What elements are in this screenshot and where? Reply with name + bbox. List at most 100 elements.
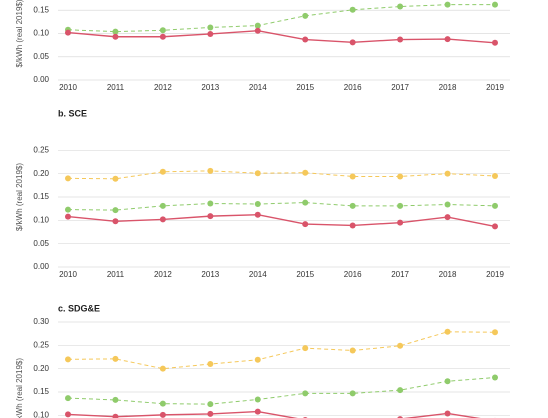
data-point (492, 173, 498, 179)
y-tick-label: 0.25 (33, 340, 49, 349)
data-point (159, 27, 166, 34)
x-tick-label: 2013 (201, 83, 219, 92)
data-point (65, 395, 71, 402)
data-point (207, 30, 214, 37)
data-point (65, 213, 71, 220)
data-point (112, 28, 119, 35)
data-point (65, 356, 71, 363)
data-point (207, 213, 214, 220)
y-tick-label: 0.10 (33, 215, 49, 224)
y-axis-label: $/kWh (real 2019$) (15, 0, 24, 68)
data-point (112, 207, 119, 214)
data-point (112, 413, 119, 418)
data-point (349, 347, 356, 354)
data-point (302, 169, 309, 176)
data-point (492, 223, 498, 230)
y-tick-label: 0.20 (33, 364, 49, 373)
x-tick-label: 2016 (344, 83, 362, 92)
x-tick-label: 2010 (59, 83, 77, 92)
x-tick-label: 2010 (59, 270, 77, 279)
x-tick-label: 2016 (344, 270, 362, 279)
data-point (254, 170, 261, 177)
data-point (444, 36, 451, 43)
data-point (159, 365, 166, 372)
data-point (444, 328, 451, 335)
data-point (207, 401, 214, 408)
data-point (207, 200, 214, 207)
data-point (112, 33, 119, 40)
data-point (302, 221, 309, 228)
x-tick-label: 2012 (154, 83, 172, 92)
y-tick-label: 0.15 (33, 387, 49, 396)
data-point (397, 36, 404, 43)
y-tick-label: 0.10 (33, 410, 49, 418)
data-point (65, 206, 71, 213)
x-tick-label: 2019 (486, 270, 504, 279)
x-tick-label: 2017 (391, 270, 409, 279)
data-point (112, 396, 119, 403)
data-point (397, 219, 404, 226)
data-point (254, 27, 261, 34)
x-tick-label: 2011 (107, 270, 125, 279)
x-tick-label: 2015 (296, 83, 314, 92)
data-point (444, 201, 451, 208)
series-line (67, 170, 496, 180)
y-tick-label: 0.05 (33, 239, 49, 248)
y-tick-label: 0.15 (33, 5, 49, 14)
series-line (67, 377, 496, 405)
series-line (67, 202, 496, 211)
y-tick-label: 0.25 (33, 145, 49, 154)
series-line (67, 331, 496, 370)
x-tick-label: 2011 (107, 83, 125, 92)
x-tick-label: 2017 (391, 83, 409, 92)
data-point (159, 202, 166, 209)
series-line (67, 410, 481, 418)
data-point (397, 387, 404, 394)
data-point (207, 167, 214, 174)
data-point (207, 361, 214, 367)
x-tick-label: 2012 (154, 270, 172, 279)
y-tick-label: 0.30 (33, 317, 49, 326)
y-tick-label: 0.20 (33, 169, 49, 178)
data-point (254, 22, 261, 29)
data-point (302, 12, 309, 19)
data-point (207, 24, 214, 31)
data-point (302, 36, 309, 43)
data-point (254, 201, 261, 207)
data-point (397, 3, 404, 10)
data-point (349, 39, 356, 46)
data-point (492, 374, 498, 381)
data-point (65, 411, 71, 418)
series-line (67, 4, 495, 33)
y-tick-label: 0.00 (33, 262, 49, 271)
panel-title: c. SDG&E (58, 303, 100, 313)
data-point (492, 39, 498, 46)
x-tick-label: 2019 (486, 83, 504, 92)
data-point (207, 410, 214, 417)
x-tick-label: 2015 (296, 270, 314, 279)
data-point (112, 218, 119, 225)
x-tick-label: 2014 (249, 270, 267, 279)
data-point (65, 29, 71, 36)
series-line (67, 214, 496, 228)
data-point (349, 202, 356, 209)
y-tick-label: 0.10 (33, 29, 49, 38)
data-point (159, 33, 166, 40)
data-point (349, 173, 356, 180)
data-point (492, 1, 498, 8)
y-axis-label: $/kWh (real 2019$) (15, 358, 24, 418)
x-tick-label: 2018 (439, 270, 457, 279)
panel-title: b. SCE (58, 108, 87, 118)
data-point (254, 396, 261, 403)
data-point (112, 175, 119, 182)
data-point (492, 202, 498, 209)
data-point (349, 6, 356, 13)
data-point (444, 410, 451, 417)
data-point (349, 390, 356, 397)
data-point (492, 329, 498, 336)
data-point (444, 1, 451, 8)
y-tick-label: 0.00 (33, 75, 49, 84)
x-tick-label: 2018 (439, 83, 457, 92)
data-point (302, 390, 309, 397)
data-point (397, 173, 404, 180)
